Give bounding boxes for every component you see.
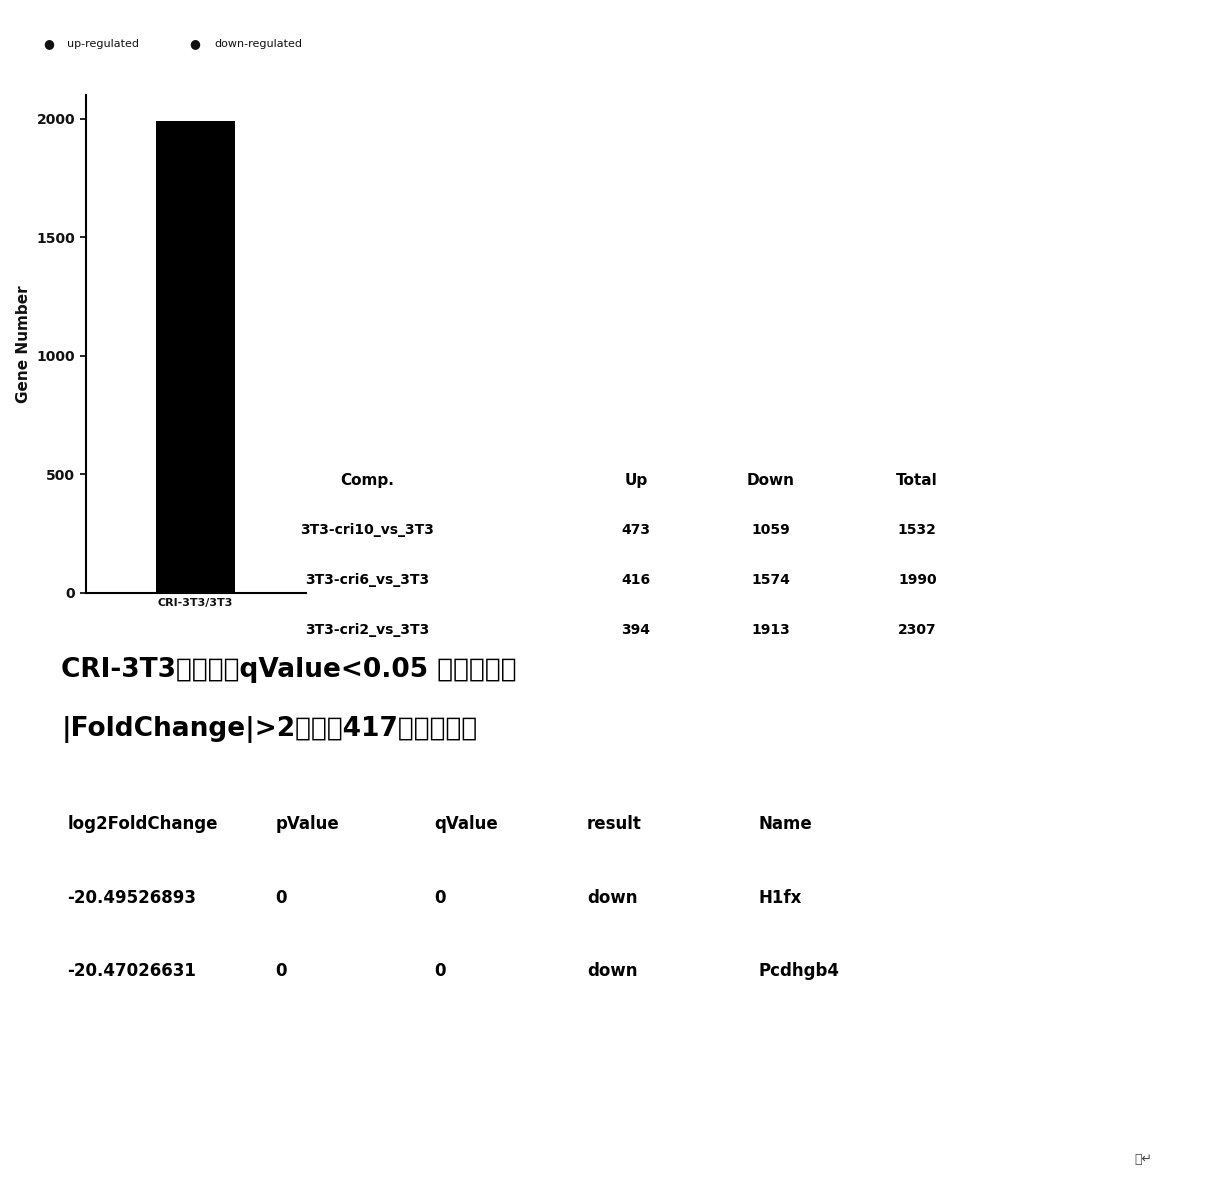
Text: CRI-3T3细胞中，qValue<0.05 且差异倍数: CRI-3T3细胞中，qValue<0.05 且差异倍数 bbox=[61, 657, 517, 683]
Text: 0: 0 bbox=[434, 962, 445, 981]
Text: |FoldChange|>2的共有417个基因下调: |FoldChange|>2的共有417个基因下调 bbox=[61, 716, 477, 742]
Text: pValue: pValue bbox=[275, 815, 339, 834]
Text: 1574: 1574 bbox=[751, 573, 790, 587]
Text: down: down bbox=[587, 962, 637, 981]
Text: Name: Name bbox=[758, 815, 812, 834]
Text: 394: 394 bbox=[621, 623, 651, 637]
Text: 3T3-cri2_vs_3T3: 3T3-cri2_vs_3T3 bbox=[305, 623, 429, 637]
Text: Down: Down bbox=[746, 473, 795, 487]
Text: -20.47026631: -20.47026631 bbox=[67, 962, 196, 981]
Bar bbox=[157, 121, 235, 593]
Text: 0: 0 bbox=[434, 888, 445, 907]
Text: qValue: qValue bbox=[434, 815, 498, 834]
Text: log2FoldChange: log2FoldChange bbox=[67, 815, 218, 834]
Text: down-regulated: down-regulated bbox=[214, 39, 302, 49]
Text: 2307: 2307 bbox=[898, 623, 937, 637]
Text: ●: ● bbox=[43, 38, 54, 50]
Text: 1059: 1059 bbox=[751, 523, 790, 537]
Text: result: result bbox=[587, 815, 642, 834]
Y-axis label: Gene Number: Gene Number bbox=[16, 285, 31, 403]
Text: Comp.: Comp. bbox=[340, 473, 394, 487]
Text: 0: 0 bbox=[275, 888, 286, 907]
Text: 473: 473 bbox=[621, 523, 651, 537]
Text: 1532: 1532 bbox=[898, 523, 937, 537]
Text: H1fx: H1fx bbox=[758, 888, 801, 907]
Text: -20.49526893: -20.49526893 bbox=[67, 888, 196, 907]
Text: 3T3-cri10_vs_3T3: 3T3-cri10_vs_3T3 bbox=[300, 523, 434, 537]
Text: Pcdhgb4: Pcdhgb4 bbox=[758, 962, 839, 981]
Text: Total: Total bbox=[896, 473, 938, 487]
Text: 0: 0 bbox=[275, 962, 286, 981]
Text: down: down bbox=[587, 888, 637, 907]
Text: ●: ● bbox=[190, 38, 201, 50]
Text: Up: Up bbox=[624, 473, 648, 487]
Text: up-regulated: up-regulated bbox=[67, 39, 139, 49]
Text: 416: 416 bbox=[621, 573, 651, 587]
Text: 1913: 1913 bbox=[751, 623, 790, 637]
Text: 、↵: 、↵ bbox=[1135, 1154, 1152, 1166]
Text: 3T3-cri6_vs_3T3: 3T3-cri6_vs_3T3 bbox=[305, 573, 429, 587]
Text: 1990: 1990 bbox=[898, 573, 937, 587]
